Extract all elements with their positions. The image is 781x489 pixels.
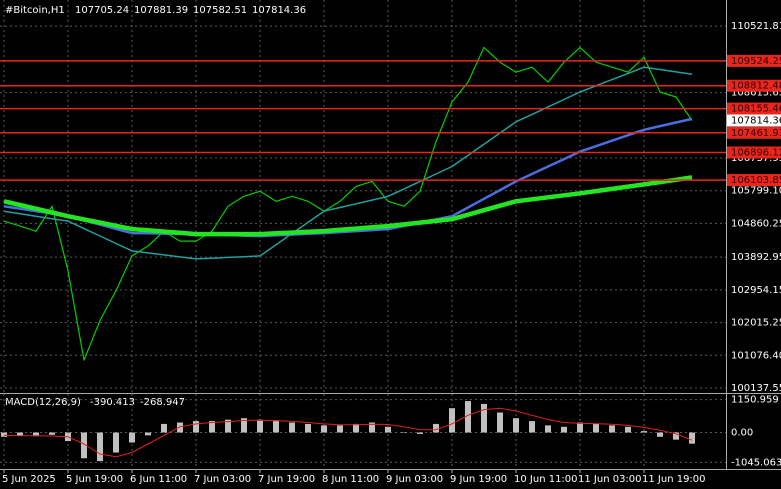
macd-bar bbox=[81, 432, 87, 459]
y-tick-label: 101076.40 bbox=[731, 350, 781, 361]
macd-title: MACD(12,26,9) bbox=[5, 397, 81, 408]
open: 107705.24 bbox=[75, 5, 129, 16]
y-tick-label: 0.00 bbox=[731, 428, 753, 439]
x-tick-label: 9 Jun 03:00 bbox=[386, 474, 443, 485]
macd-bar bbox=[593, 423, 599, 433]
y-tick-label: 100137.55 bbox=[731, 383, 781, 394]
series-line bbox=[3, 46, 693, 361]
macd-bar bbox=[113, 432, 119, 453]
signal-value: -268.947 bbox=[140, 397, 185, 408]
x-tick-label: 11 Jun 03:00 bbox=[578, 474, 642, 485]
level-label-box bbox=[727, 79, 781, 92]
low: 107582.51 bbox=[193, 5, 247, 16]
level-label-box bbox=[727, 54, 781, 67]
y-tick-label: 102954.15 bbox=[731, 285, 781, 296]
series-line bbox=[3, 175, 693, 237]
macd-bar bbox=[305, 423, 311, 433]
level-label: 108155.46 bbox=[731, 104, 781, 115]
symbol: #Bitcoin,H1 bbox=[5, 5, 65, 16]
x-tick-label: 10 Jun 11:00 bbox=[514, 474, 578, 485]
x-tick-label: 5 Jun 19:00 bbox=[66, 474, 123, 485]
level-label: 109524.25 bbox=[731, 56, 781, 67]
y-tick-label: -1045.063 bbox=[731, 457, 781, 468]
x-tick-label: 7 Jun 03:00 bbox=[194, 474, 251, 485]
macd-bar bbox=[257, 419, 263, 433]
price-label-box bbox=[727, 114, 781, 127]
macd-bar bbox=[33, 432, 39, 437]
y-tick-label: 105799.10 bbox=[731, 186, 781, 197]
macd-bar bbox=[289, 422, 295, 433]
macd-bar bbox=[417, 432, 423, 434]
macd-bar bbox=[561, 426, 567, 433]
macd-bar bbox=[385, 426, 391, 433]
macd-bar bbox=[209, 421, 215, 433]
macd-bar bbox=[193, 421, 199, 433]
macd-bar bbox=[497, 412, 503, 433]
macd-bar bbox=[481, 403, 487, 433]
macd-bar bbox=[273, 421, 279, 433]
macd-bar bbox=[1, 432, 7, 437]
x-tick-label: 5 Jun 2025 bbox=[2, 474, 56, 485]
macd-bar bbox=[641, 431, 647, 433]
x-tick-label: 7 Jun 19:00 bbox=[258, 474, 315, 485]
macd-bar bbox=[529, 421, 535, 433]
macd-bar bbox=[449, 408, 455, 433]
macd-bar bbox=[577, 422, 583, 433]
y-tick-label: 103892.95 bbox=[731, 252, 781, 263]
macd-bar bbox=[321, 425, 327, 433]
y-tick-label: 1150.959 bbox=[731, 395, 779, 406]
x-tick-label: 8 Jun 11:00 bbox=[322, 474, 379, 485]
macd-bar bbox=[145, 432, 151, 436]
macd-bar bbox=[177, 422, 183, 433]
macd-bar bbox=[49, 432, 55, 435]
macd-bar bbox=[609, 425, 615, 433]
macd-header: MACD(12,26,9) -390.413 -268.947 bbox=[5, 397, 185, 408]
level-label-box bbox=[727, 102, 781, 115]
level-label: 108812.48 bbox=[731, 81, 781, 92]
level-label-box bbox=[727, 146, 781, 159]
macd-bar bbox=[129, 432, 135, 443]
level-label-box bbox=[727, 126, 781, 139]
y-tick-label: 108615.65 bbox=[731, 88, 781, 99]
macd-bar bbox=[465, 401, 471, 433]
macd-bar bbox=[241, 418, 247, 433]
x-tick-label: 6 Jun 11:00 bbox=[130, 474, 187, 485]
macd-bar bbox=[689, 432, 695, 444]
close: 107814.36 bbox=[252, 5, 306, 16]
macd-bar bbox=[673, 432, 679, 440]
level-label: 107461.93 bbox=[731, 128, 781, 139]
level-label: 106103.85 bbox=[731, 175, 781, 186]
macd-bar bbox=[225, 419, 231, 433]
level-label-box bbox=[727, 174, 781, 187]
series-line bbox=[3, 407, 693, 458]
macd-bar bbox=[17, 432, 23, 436]
y-tick-label: 110521.81 bbox=[731, 21, 781, 32]
macd-value: -390.413 bbox=[90, 397, 135, 408]
macd-bar bbox=[657, 432, 663, 437]
current-price-label: 107814.36 bbox=[731, 115, 781, 126]
macd-bar bbox=[401, 432, 407, 434]
series-line bbox=[3, 66, 693, 260]
level-label: 106896.12 bbox=[731, 147, 781, 158]
macd-bar bbox=[433, 423, 439, 433]
macd-bar bbox=[161, 423, 167, 433]
header: #Bitcoin,H1 107705.24 107881.39 107582.5… bbox=[5, 5, 306, 16]
high: 107881.39 bbox=[134, 5, 188, 16]
macd-bar bbox=[369, 422, 375, 433]
y-tick-label: 104860.25 bbox=[731, 218, 781, 229]
macd-bar bbox=[545, 425, 551, 433]
x-tick-label: 9 Jun 19:00 bbox=[450, 474, 507, 485]
macd-bar bbox=[513, 418, 519, 433]
macd-bar bbox=[97, 432, 103, 462]
y-tick-label: 102015.25 bbox=[731, 318, 781, 329]
x-tick-label: 11 Jun 19:00 bbox=[642, 474, 706, 485]
macd-bar bbox=[337, 425, 343, 433]
y-tick-label: 106737.95 bbox=[731, 153, 781, 164]
macd-bar bbox=[353, 423, 359, 433]
macd-bar bbox=[625, 426, 631, 433]
